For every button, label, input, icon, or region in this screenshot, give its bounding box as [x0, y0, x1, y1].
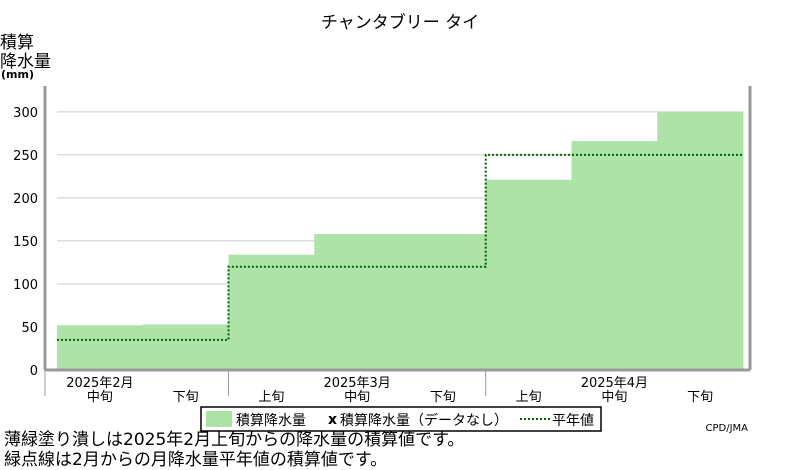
accumulated-bar [657, 111, 744, 371]
chart-title: チャンタブリー タイ [321, 12, 479, 33]
x-tick-label: 上旬 [258, 390, 284, 405]
legend-swatch-accumulated [206, 411, 232, 427]
x-tick-label: 下旬 [430, 390, 456, 405]
x-tick-label: 中旬 [344, 390, 370, 405]
legend-box [200, 406, 602, 432]
legend-marker-no-data: x [328, 412, 337, 428]
x-tick-label: 中旬 [601, 390, 627, 405]
y-tick-label: 300 [13, 106, 38, 121]
y-axis-unit: (mm) [1, 68, 34, 81]
legend: 積算降水量 x 積算降水量（データなし） 平年値 [200, 406, 602, 432]
x-month-label: 2025年4月 [581, 376, 648, 391]
accumulated-bar [485, 179, 572, 370]
legend-label-normal: 平年値 [552, 413, 594, 429]
accumulated-bar [142, 324, 229, 370]
y-tick-label: 100 [13, 278, 38, 293]
x-tick-label: 中旬 [87, 390, 113, 405]
y-axis-label-line2: 降水量 [0, 52, 51, 72]
y-axis-label-line1: 積算 [0, 33, 34, 53]
x-tick-label: 上旬 [516, 390, 542, 405]
x-month-label: 2025年3月 [323, 376, 390, 391]
y-tick-label: 0 [30, 364, 38, 379]
accumulated-bar [314, 234, 401, 370]
y-tick-label: 200 [13, 192, 38, 207]
x-month-label: 2025年2月 [66, 376, 133, 391]
note-line-description: 緑点線は2月からの月降水量平年値の積算値です。 [4, 450, 388, 470]
credit-label: CPD/JMA [706, 423, 749, 434]
legend-label-no-data: 積算降水量（データなし） [340, 412, 508, 429]
x-tick-label: 下旬 [173, 390, 199, 405]
note-fill-description: 薄緑塗り潰しは2025年2月上旬からの降水量の積算値です。 [4, 430, 465, 450]
legend-label-accumulated: 積算降水量 [236, 413, 306, 429]
y-tick-label: 250 [13, 149, 38, 164]
y-tick-label: 50 [21, 321, 38, 336]
normal-step-line [57, 153, 743, 341]
x-tick-label: 下旬 [687, 390, 713, 405]
accumulated-bar [400, 234, 487, 370]
y-tick-label: 150 [13, 235, 38, 250]
accumulated-bar [57, 325, 144, 370]
accumulated-bar [228, 254, 315, 370]
accumulated-bar [571, 141, 658, 370]
